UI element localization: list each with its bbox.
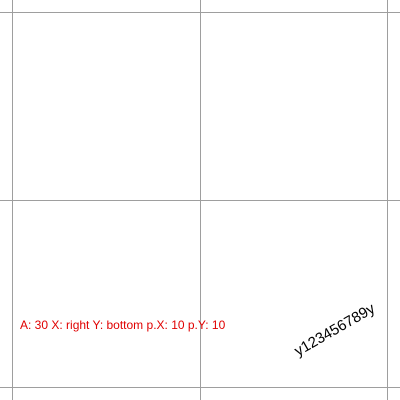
grid-line-horizontal xyxy=(0,387,400,388)
grid-line-horizontal xyxy=(0,200,400,201)
text-alignment-readout: A: 30 X: right Y: bottom p.X: 10 p.Y: 10 xyxy=(20,318,226,332)
rotated-sample-text: y123456789y xyxy=(291,300,379,360)
grid-line-horizontal xyxy=(0,12,400,13)
